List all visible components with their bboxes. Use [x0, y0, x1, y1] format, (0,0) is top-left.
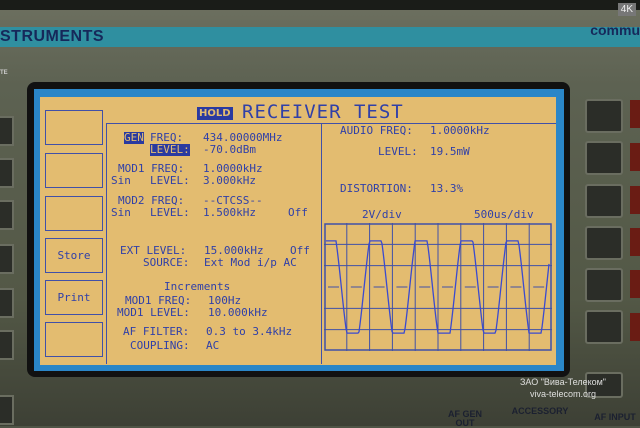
coupling-value[interactable]: AC — [206, 339, 220, 352]
watermark-url: viva-telecom.org — [529, 389, 597, 399]
left-hw-button[interactable] — [0, 158, 14, 188]
ext-state[interactable]: Off — [290, 244, 310, 257]
mod1-freq-value[interactable]: 1.0000kHz — [203, 162, 263, 175]
red-button[interactable] — [630, 186, 640, 214]
softkey-1[interactable] — [45, 110, 103, 145]
softkey-print[interactable]: Print — [45, 280, 103, 315]
distortion-value: 13.3% — [430, 182, 464, 195]
mod1-freq-label: MOD1 FREQ: — [118, 162, 185, 175]
inc-mod1-freq-value[interactable]: 100Hz — [208, 294, 242, 307]
inc-mod1-level-value[interactable]: 10.000kHz — [208, 306, 268, 319]
mod2-shape[interactable]: Sin — [111, 206, 131, 219]
gen-level-label: LEVEL: — [150, 143, 190, 156]
source-label: SOURCE: — [143, 256, 190, 269]
mod2-state[interactable]: Off — [288, 206, 308, 219]
audio-level-value: 19.5mW — [430, 145, 470, 158]
accessory-label: ACCESSORY — [511, 406, 569, 416]
softkey-3[interactable] — [45, 196, 103, 231]
scope-tdiv: 500us/div — [474, 208, 534, 221]
ext-level-label: EXT LEVEL: — [120, 244, 187, 257]
audio-level-label: LEVEL: — [378, 145, 418, 158]
right-hw-button-2[interactable] — [585, 141, 623, 175]
af-gen-out-label: AF GEN OUT — [447, 409, 482, 428]
hold-indicator: HOLD — [197, 107, 233, 120]
red-button[interactable] — [630, 100, 640, 128]
inc-mod1-level-label: MOD1 LEVEL: — [117, 306, 190, 319]
audio-freq-value: 1.0000kHz — [430, 124, 490, 137]
red-button[interactable] — [630, 228, 640, 256]
gen-freq-label: FREQ: — [150, 131, 184, 144]
side-label: TE — [0, 70, 8, 76]
source-value[interactable]: Ext Mod i/p AC — [204, 256, 297, 269]
gen-freq-value[interactable]: 434.00000MHz — [203, 131, 283, 144]
af-filter-label: AF FILTER: — [123, 325, 190, 338]
af-filter-value[interactable]: 0.3 to 3.4kHz — [206, 325, 293, 338]
brand-stripe — [0, 27, 640, 47]
left-hw-button[interactable] — [0, 395, 14, 425]
brand-label: STRUMENTS — [0, 28, 105, 45]
mod1-level-value[interactable]: 3.000kHz — [203, 174, 256, 187]
left-hw-button[interactable] — [0, 244, 14, 274]
right-hw-button-6[interactable] — [585, 310, 623, 344]
resolution-badge: 4K — [617, 3, 636, 16]
scope-trace — [326, 240, 550, 334]
right-hw-button-4[interactable] — [585, 226, 623, 260]
left-hw-button[interactable] — [0, 200, 14, 230]
red-button[interactable] — [630, 270, 640, 298]
distortion-label: DISTORTION: — [340, 182, 413, 195]
mod2-freq-label: MOD2 FREQ: — [118, 194, 185, 207]
mod2-freq-value[interactable]: --CTCSS-- — [203, 194, 263, 207]
watermark-company: ЗАО "Вива-Телеком" — [519, 377, 607, 387]
mod2-level-value[interactable]: 1.500kHz — [203, 206, 256, 219]
oscilloscope-display — [324, 223, 552, 351]
softkey-2[interactable] — [45, 153, 103, 188]
inc-mod1-freq-label: MOD1 FREQ: — [125, 294, 192, 307]
gen-label: GEN — [124, 131, 144, 144]
softkey-store[interactable]: Store — [45, 238, 103, 273]
brand-label-right: commu — [590, 22, 640, 38]
mod1-shape[interactable]: Sin — [111, 174, 131, 187]
ext-level-value[interactable]: 15.000kHz — [204, 244, 264, 257]
red-button[interactable] — [630, 313, 640, 341]
left-hw-button[interactable] — [0, 288, 14, 318]
right-hw-button-7[interactable] — [585, 372, 623, 398]
scope-vdiv: 2V/div — [362, 208, 402, 221]
red-button[interactable] — [630, 143, 640, 171]
left-panel-frame — [106, 123, 322, 364]
right-hw-button-1[interactable] — [585, 99, 623, 133]
right-hw-button-5[interactable] — [585, 268, 623, 302]
mod1-level-label: LEVEL: — [150, 174, 190, 187]
softkey-6[interactable] — [45, 322, 103, 357]
gen-level-value[interactable]: -70.0dBm — [203, 143, 256, 156]
increments-title: Increments — [164, 280, 231, 293]
af-input-label: AF INPUT — [594, 412, 636, 422]
top-edge — [0, 0, 640, 10]
divider — [320, 123, 556, 124]
display-screen: Store Print HOLD RECEIVER TEST GEN FREQ:… — [40, 97, 556, 365]
watermark: ЗАО "Вива-Телеком" viva-telecom.org — [508, 376, 618, 400]
mod2-level-label: LEVEL: — [150, 206, 190, 219]
coupling-label: COUPLING: — [130, 339, 190, 352]
audio-freq-label: AUDIO FREQ: — [340, 124, 413, 137]
right-hw-button-3[interactable] — [585, 184, 623, 218]
left-hw-button[interactable] — [0, 330, 14, 360]
left-hw-button[interactable] — [0, 116, 14, 146]
page-title: RECEIVER TEST — [242, 101, 404, 123]
